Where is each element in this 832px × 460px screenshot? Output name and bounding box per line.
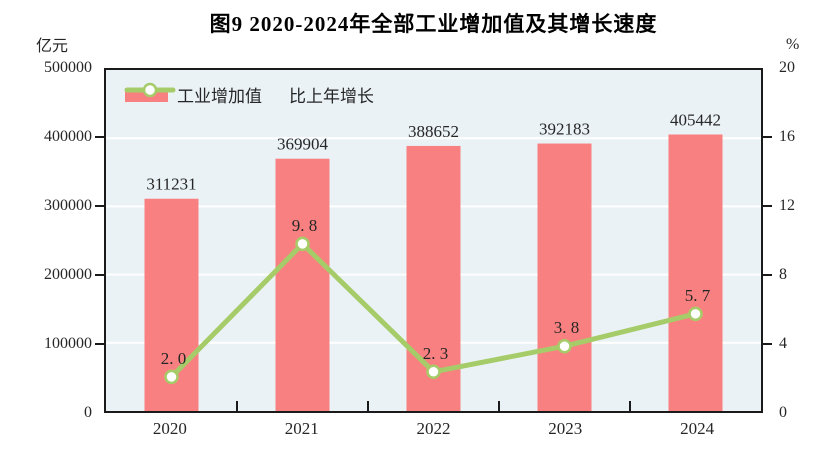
plot-area: 311231 369904 388652 392183 405442 2. 0 9. 8 2.… — [104, 68, 763, 413]
legend-line-series-label: 比上年增长 — [289, 87, 374, 106]
right-axis-tick-mark — [762, 274, 772, 276]
x-axis-label-2021: 2021 — [284, 419, 319, 438]
right-axis-tick-mark — [762, 136, 772, 138]
left-axis-tick-mark — [95, 136, 105, 138]
left-axis-tick-label: 200000 — [44, 266, 92, 283]
right-axis-tick-label: 8 — [779, 266, 787, 283]
bar-value-label: 369904 — [277, 135, 329, 154]
left-axis-tick-label: 0 — [84, 404, 92, 421]
line-value-label: 9. 8 — [292, 216, 318, 235]
left-axis-tick-label: 500000 — [44, 59, 92, 76]
x-axis-label-2023: 2023 — [548, 419, 583, 438]
left-axis-tick-mark — [95, 274, 105, 276]
line-value-label: 2. 3 — [423, 344, 449, 363]
x-axis-label-2024: 2024 — [680, 419, 715, 438]
bar-value-label: 392183 — [539, 120, 590, 139]
line-marker-2023 — [557, 338, 572, 354]
chart-canvas: 311231 369904 388652 392183 405442 2. 0 9. 8 2.… — [106, 110, 761, 411]
left-axis-tick-label: 100000 — [44, 335, 92, 352]
left-axis-tick-mark — [95, 205, 105, 207]
line-marker-2021 — [295, 236, 310, 252]
left-axis-tick-label: 300000 — [44, 197, 92, 214]
bar-value-label: 388652 — [408, 122, 459, 141]
line-marker-2020 — [164, 369, 179, 385]
right-axis-tick-mark — [762, 205, 772, 207]
line-value-label: 3. 8 — [554, 318, 580, 337]
bar-2021 — [275, 158, 330, 411]
chart-title: 图9 2020-2024年全部工业增加值及其增长速度 — [209, 12, 658, 36]
right-axis-unit-label: % — [786, 36, 800, 53]
x-axis-label-2022: 2022 — [416, 419, 451, 438]
left-axis-tick-label: 400000 — [44, 128, 92, 145]
left-axis-unit-label: 亿元 — [36, 38, 69, 55]
left-axis-tick-mark — [95, 343, 105, 345]
bar-2023 — [537, 143, 592, 411]
x-axis-label-2020: 2020 — [152, 419, 187, 438]
right-axis-tick-label: 0 — [779, 404, 787, 421]
line-marker-2024 — [688, 306, 703, 322]
right-axis-tick-mark — [762, 343, 772, 345]
legend: 工业增加值 比上年增长 — [124, 82, 374, 107]
line-marker-2022 — [426, 364, 441, 380]
right-axis-tick-label: 20 — [779, 59, 795, 76]
right-axis-tick-label: 16 — [779, 128, 795, 145]
legend-bar-series-label: 工业增加值 — [177, 87, 262, 106]
legend-line-marker — [142, 82, 158, 98]
bar-value-label: 405442 — [670, 110, 721, 129]
bar-value-label: 311231 — [146, 175, 196, 194]
line-value-label: 5. 7 — [685, 286, 711, 305]
right-axis-tick-label: 4 — [779, 335, 787, 352]
bar-2024 — [668, 134, 723, 411]
line-value-label: 2. 0 — [161, 349, 187, 368]
right-axis-tick-label: 12 — [779, 197, 795, 214]
